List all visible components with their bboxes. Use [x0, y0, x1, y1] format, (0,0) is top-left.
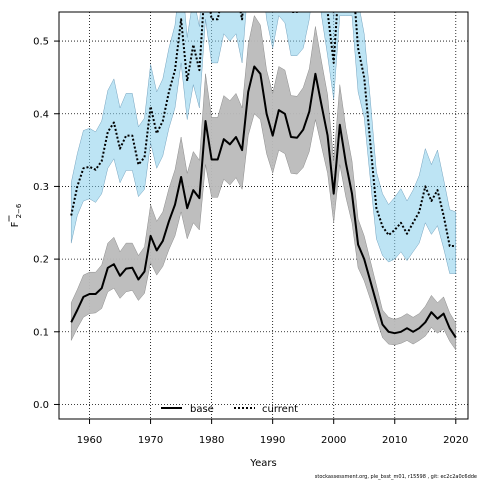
x-tick-label: 2020 — [443, 435, 468, 446]
y-tick-label: 0.5 — [33, 37, 49, 48]
plot-frame — [58, 11, 469, 420]
y-tick-label: 0.0 — [33, 400, 49, 411]
band-base — [71, 15, 456, 351]
y-axis-label-subscript: 2−6 — [15, 203, 23, 218]
x-tick-label: 2000 — [321, 435, 346, 446]
footer-credit: stockassessment.org, ple_bsst_m01, r1559… — [315, 474, 477, 480]
x-tick-label: 1980 — [199, 435, 224, 446]
x-axis-label: Years — [249, 458, 276, 469]
x-tick-label: 1960 — [77, 435, 102, 446]
y-axis-ticks: 0.0 0.1 0.2 0.3 0.4 0.5 — [33, 37, 59, 411]
svg-text:F 2−6: F 2−6 — [10, 203, 23, 227]
x-tick-label: 1990 — [260, 435, 285, 446]
y-axis-label: F 2−6 — [8, 203, 23, 227]
legend: base current — [161, 404, 298, 415]
series-lines — [70, 12, 457, 339]
y-tick-label: 0.1 — [33, 327, 49, 338]
band-current — [71, 12, 456, 274]
legend-label-current: current — [262, 404, 298, 415]
y-tick-label: 0.2 — [33, 255, 49, 266]
confidence-bands — [71, 12, 456, 351]
y-tick-label: 0.3 — [33, 182, 49, 193]
x-tick-label: 1970 — [138, 435, 163, 446]
line-base — [70, 65, 457, 339]
x-axis-ticks: 1960 1970 1980 1990 2000 2010 2020 — [77, 419, 469, 446]
x-tick-label: 2010 — [382, 435, 407, 446]
legend-label-base: base — [190, 404, 214, 415]
y-tick-label: 0.4 — [33, 109, 49, 120]
y-axis-label-main: F — [10, 221, 21, 227]
